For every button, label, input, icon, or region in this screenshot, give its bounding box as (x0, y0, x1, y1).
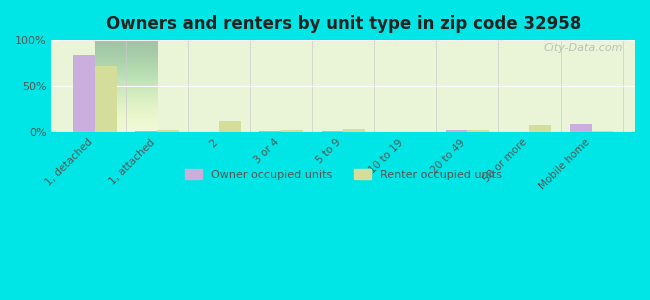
Bar (73, 55, 95, 132)
Bar (467, 130, 489, 132)
Title: Owners and renters by unit type in zip code 32958: Owners and renters by unit type in zip c… (105, 15, 581, 33)
Text: City-Data.com: City-Data.com (544, 43, 623, 53)
Bar (592, 131, 613, 132)
Bar (343, 129, 365, 132)
Bar (157, 130, 179, 132)
Bar (322, 131, 343, 132)
Bar (530, 125, 551, 132)
Bar (259, 131, 281, 132)
Legend: Owner occupied units, Renter occupied units: Owner occupied units, Renter occupied un… (181, 164, 506, 184)
Bar (219, 121, 240, 132)
Bar (281, 130, 303, 132)
Bar (95, 66, 116, 132)
Bar (570, 124, 592, 132)
Bar (135, 131, 157, 132)
Bar (446, 130, 467, 132)
